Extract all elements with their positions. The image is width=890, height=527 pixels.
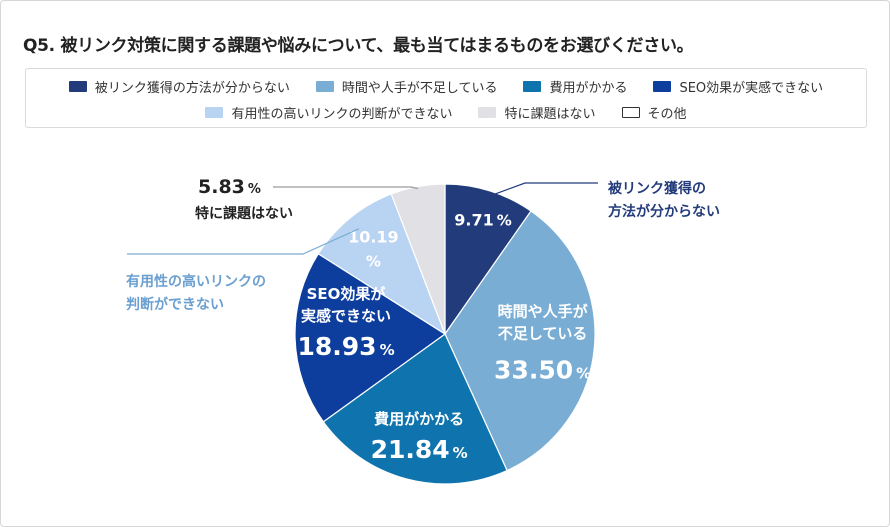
value-number: 5.83 [198, 176, 245, 198]
slice-name-label: 有用性の高いリンクの [126, 273, 266, 290]
legend-item: 特に課題はない [478, 103, 596, 122]
legend-label: 被リンク獲得の方法が分からない [94, 80, 290, 96]
slice-value-label: 9.71% [454, 211, 512, 230]
legend-row: 有用性の高いリンクの判断ができない 特に課題はない その他 [26, 99, 866, 125]
pie-slice [444, 183, 532, 336]
value-unit: % [497, 212, 512, 230]
legend-swatch [315, 80, 334, 92]
legend-item: 費用がかかる [523, 77, 627, 96]
slice-name-label: 方法が分からない [608, 203, 720, 220]
chart-title: Q5. 被リンク対策に関する課題や悩みについて、最も当てはまるものをお選びくださ… [23, 36, 694, 56]
slice-name-label: 判断ができない [126, 296, 224, 313]
legend: 被リンク獲得の方法が分からない 時間や人手が不足している 費用がかかる SEO効果が実… [25, 68, 867, 128]
legend-label: SEO効果が実感できない [679, 80, 824, 96]
value-number: 21.84 [371, 435, 450, 464]
legend-swatch [523, 80, 542, 92]
slice-name-label: 時間や人手が [498, 303, 589, 321]
pie-slice [444, 210, 596, 472]
slice-value-label: 5.83% [198, 176, 261, 198]
value-number: 33.50 [494, 356, 573, 385]
slice-name-label: 被リンク獲得の [608, 180, 706, 197]
pie-slice [322, 333, 508, 485]
value-unit: % [248, 182, 261, 197]
slice-name-label: 特に課題はない [195, 205, 293, 222]
value-unit: % [380, 341, 395, 359]
leader-line [127, 228, 360, 255]
slice-name-label: 不足している [498, 325, 588, 343]
legend-swatch [621, 106, 640, 118]
legend-label: 特に課題はない [504, 106, 596, 122]
slice-value-label: 21.84% [371, 435, 468, 464]
slice-name-label: 費用がかかる [374, 410, 464, 428]
value-number: 18.93 [297, 332, 376, 361]
slice-name-label: SEO効果が [307, 285, 387, 303]
legend-label: 有用性の高いリンクの判断ができない [231, 106, 453, 122]
pie-slice [390, 183, 446, 335]
legend-label: その他 [647, 106, 687, 122]
legend-item: その他 [621, 103, 687, 122]
legend-item: 時間や人手が不足している [315, 77, 498, 96]
legend-row: 被リンク獲得の方法が分からない 時間や人手が不足している 費用がかかる SEO効果が実… [26, 73, 866, 99]
value-unit: % [576, 365, 591, 383]
slice-value-label: 10.19 [348, 228, 399, 247]
slice-value-label: 18.93% [297, 332, 394, 361]
slice-value-label: 33.50% [494, 356, 591, 385]
leader-line [273, 186, 419, 190]
legend-item: 有用性の高いリンクの判断ができない [205, 103, 452, 122]
legend-label: 時間や人手が不足している [341, 80, 498, 96]
slice-value-unit: % [366, 253, 381, 271]
leader-line [487, 182, 598, 198]
value-unit: % [453, 444, 468, 462]
value-number: 9.71 [454, 211, 493, 230]
legend-swatch [653, 80, 672, 92]
slice-name-label: 実感できない [301, 307, 391, 325]
legend-swatch [478, 106, 497, 118]
pie-slice [317, 193, 447, 336]
legend-swatch [205, 106, 224, 118]
legend-label: 費用がかかる [549, 80, 628, 96]
legend-item: SEO効果が実感できない [653, 77, 823, 96]
pie-slice [294, 252, 447, 423]
legend-item: 被リンク獲得の方法が分からない [68, 77, 290, 96]
legend-swatch [68, 80, 87, 92]
